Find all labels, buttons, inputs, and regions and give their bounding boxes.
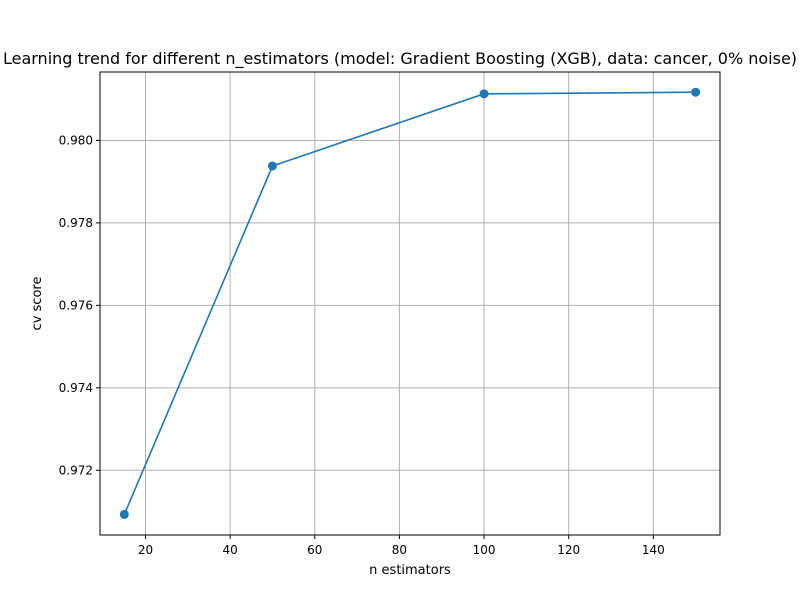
y-tick-label: 0.976 <box>59 298 93 312</box>
y-tick-label: 0.980 <box>59 133 93 147</box>
series-layer <box>119 87 701 519</box>
y-tick-label: 0.972 <box>59 463 93 477</box>
grid <box>100 72 720 535</box>
x-tick-label: 120 <box>557 543 580 557</box>
x-axis-label: n estimators <box>369 563 451 578</box>
chart-title: Learning trend for different n_estimator… <box>3 49 797 69</box>
y-tick-label: 0.974 <box>59 381 93 395</box>
series-line <box>123 91 696 515</box>
x-tick-label: 100 <box>473 543 496 557</box>
data-point <box>479 89 489 99</box>
data-point <box>119 509 129 519</box>
x-tick-label: 140 <box>642 543 665 557</box>
plot-frame <box>99 71 721 536</box>
x-tick-label: 80 <box>392 543 407 557</box>
y-axis-label: cv score <box>30 277 45 331</box>
ticks: 20 40 60 80 100 120 140 0.972 0.974 0.976 0.978 0.9… <box>59 133 665 557</box>
data-point <box>691 87 701 97</box>
x-tick-label: 60 <box>307 543 322 557</box>
x-tick-label: 40 <box>222 543 237 557</box>
y-tick-label: 0.978 <box>59 216 93 230</box>
x-tick-label: 20 <box>138 543 153 557</box>
data-point <box>267 161 277 171</box>
